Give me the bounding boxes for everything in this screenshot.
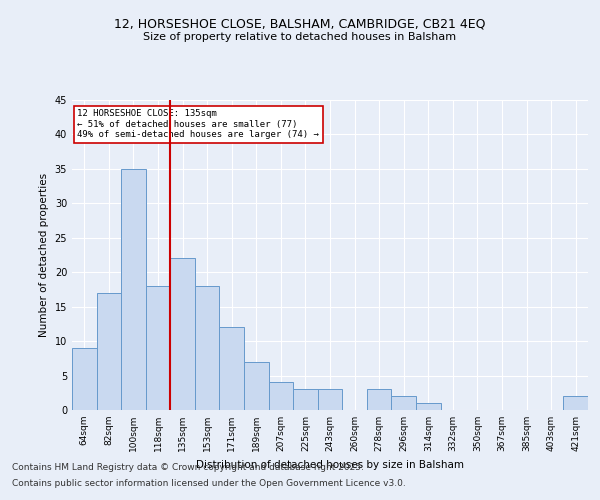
Text: 12 HORSESHOE CLOSE: 135sqm
← 51% of detached houses are smaller (77)
49% of semi: 12 HORSESHOE CLOSE: 135sqm ← 51% of deta… (77, 110, 319, 139)
Bar (121, 169, 146, 410)
Bar (563, 396, 588, 410)
Bar (293, 390, 318, 410)
Text: Contains public sector information licensed under the Open Government Licence v3: Contains public sector information licen… (12, 478, 406, 488)
Bar (72, 348, 97, 410)
Bar (220, 328, 244, 410)
Bar (146, 286, 170, 410)
Text: 12, HORSESHOE CLOSE, BALSHAM, CAMBRIDGE, CB21 4EQ: 12, HORSESHOE CLOSE, BALSHAM, CAMBRIDGE,… (114, 18, 486, 30)
Text: Size of property relative to detached houses in Balsham: Size of property relative to detached ho… (143, 32, 457, 42)
Bar (269, 382, 293, 410)
Text: Contains HM Land Registry data © Crown copyright and database right 2025.: Contains HM Land Registry data © Crown c… (12, 464, 364, 472)
Bar (318, 390, 342, 410)
Bar (170, 258, 195, 410)
Bar (244, 362, 269, 410)
Bar (195, 286, 220, 410)
Bar (416, 403, 440, 410)
Bar (391, 396, 416, 410)
Bar (97, 293, 121, 410)
Bar (367, 390, 391, 410)
X-axis label: Distribution of detached houses by size in Balsham: Distribution of detached houses by size … (196, 460, 464, 469)
Y-axis label: Number of detached properties: Number of detached properties (39, 173, 49, 337)
